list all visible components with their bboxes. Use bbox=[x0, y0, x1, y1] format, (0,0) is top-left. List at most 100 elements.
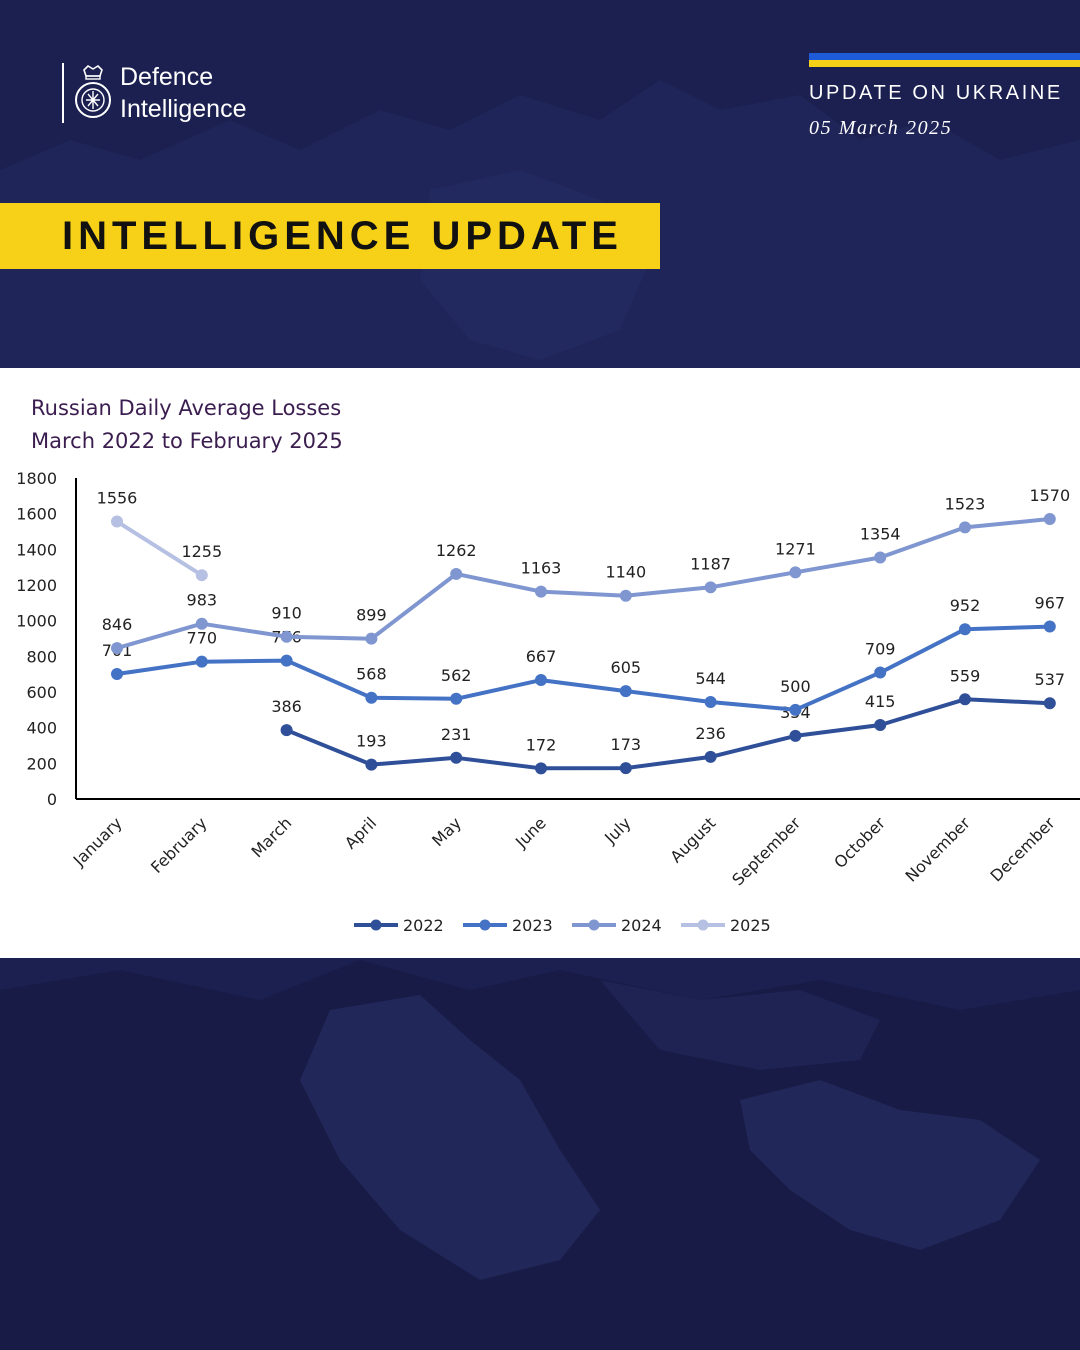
legend-label-2023: 2023 bbox=[512, 916, 553, 935]
data-label-2023: 544 bbox=[695, 669, 726, 688]
x-tick-label: April bbox=[341, 813, 380, 852]
data-point-2023 bbox=[789, 703, 802, 716]
data-label-2024: 1354 bbox=[860, 525, 901, 544]
chart-panel: Russian Daily Average Losses March 2022 … bbox=[0, 368, 1080, 958]
y-tick-label: 1800 bbox=[16, 469, 57, 488]
update-title: UPDATE ON UKRAINE bbox=[809, 82, 1063, 104]
data-label-2022: 559 bbox=[950, 666, 981, 685]
x-tick-label: May bbox=[428, 813, 465, 850]
data-point-2024 bbox=[280, 630, 293, 643]
x-tick-label: August bbox=[666, 813, 719, 866]
x-tick-label: July bbox=[600, 813, 634, 847]
y-tick-label: 1200 bbox=[16, 576, 57, 595]
brand-line-2: Intelligence bbox=[120, 95, 247, 123]
series-line-2023 bbox=[116, 624, 1050, 712]
intelligence-update-banner: INTELLIGENCE UPDATE bbox=[0, 203, 660, 269]
data-point-2024 bbox=[704, 581, 717, 594]
x-tick-label: October bbox=[830, 813, 889, 872]
data-label-2022: 537 bbox=[1035, 670, 1066, 689]
brand-wordmark: Defence Intelligence bbox=[120, 61, 246, 125]
x-tick-label: February bbox=[147, 813, 211, 877]
data-point-2022 bbox=[874, 718, 887, 731]
data-label-2024: 846 bbox=[102, 615, 133, 634]
data-point-2024 bbox=[450, 567, 463, 580]
y-tick-label: 1000 bbox=[16, 612, 57, 631]
data-label-2025: 1255 bbox=[181, 542, 222, 561]
data-label-2024: 1262 bbox=[436, 541, 477, 560]
data-point-2023 bbox=[535, 674, 547, 687]
logo-divider bbox=[62, 63, 64, 123]
data-point-2024 bbox=[959, 521, 971, 534]
data-label-2023: 568 bbox=[356, 665, 387, 684]
data-point-2024 bbox=[1043, 513, 1056, 526]
data-point-2024 bbox=[619, 589, 632, 602]
x-tick-label: June bbox=[511, 813, 550, 852]
data-point-2022 bbox=[365, 758, 378, 771]
banner-label: INTELLIGENCE UPDATE bbox=[62, 213, 623, 258]
legend-marker-2022 bbox=[370, 919, 382, 931]
y-tick-label: 1400 bbox=[16, 540, 57, 559]
data-label-2025: 1556 bbox=[97, 489, 138, 508]
x-tick-label: January bbox=[69, 813, 126, 870]
data-label-2024: 1271 bbox=[775, 539, 816, 558]
data-point-2024 bbox=[365, 632, 378, 645]
data-point-2024 bbox=[195, 617, 208, 630]
data-label-2024: 983 bbox=[187, 591, 218, 610]
data-label-2024: 899 bbox=[356, 606, 387, 625]
data-label-2023: 770 bbox=[187, 629, 218, 648]
data-point-2024 bbox=[789, 566, 802, 579]
data-point-2025 bbox=[111, 515, 123, 528]
data-label-2024: 1187 bbox=[690, 554, 731, 573]
y-tick-label: 1600 bbox=[16, 505, 57, 524]
brand-line-1: Defence bbox=[120, 63, 214, 91]
data-point-2022 bbox=[619, 762, 632, 775]
data-point-2023 bbox=[111, 667, 123, 680]
data-point-2023 bbox=[619, 685, 632, 698]
data-point-2022 bbox=[1043, 697, 1056, 710]
y-tick-label: 800 bbox=[26, 647, 57, 666]
data-label-2023: 605 bbox=[611, 658, 642, 677]
losses-line-chart: 0 200 400 600 800 1000 1200 1400 1600 1800 January… bbox=[16, 469, 1080, 935]
flag-yellow-stripe bbox=[809, 60, 1080, 67]
x-tick-label: November bbox=[902, 813, 975, 886]
y-tick-label: 400 bbox=[26, 719, 57, 738]
update-date: 05 March 2025 bbox=[809, 117, 953, 139]
data-label-2024: 1570 bbox=[1029, 486, 1070, 505]
legend-label-2024: 2024 bbox=[621, 916, 662, 935]
data-point-2022 bbox=[789, 729, 802, 742]
data-point-2023 bbox=[1043, 620, 1056, 633]
x-tick-label: March bbox=[247, 813, 295, 861]
data-label-2023: 667 bbox=[526, 647, 557, 666]
legend-marker-2024 bbox=[588, 919, 600, 931]
legend-marker-2023 bbox=[479, 919, 491, 931]
data-point-2024 bbox=[874, 551, 887, 564]
data-label-2022: 415 bbox=[865, 692, 896, 711]
legend-label-2022: 2022 bbox=[403, 916, 444, 935]
series-line-2024 bbox=[116, 517, 1050, 651]
x-tick-label: September bbox=[728, 813, 804, 889]
flag-blue-stripe bbox=[809, 53, 1080, 60]
defence-intelligence-logo: Defence Intelligence bbox=[62, 62, 246, 124]
data-point-2023 bbox=[874, 666, 887, 679]
data-label-2023: 500 bbox=[780, 677, 811, 696]
data-point-2023 bbox=[195, 655, 208, 668]
data-point-2022 bbox=[450, 751, 463, 764]
data-point-2023 bbox=[365, 691, 378, 704]
data-label-2024: 910 bbox=[271, 604, 302, 623]
data-point-2022 bbox=[535, 762, 547, 775]
legend-marker-2025 bbox=[697, 919, 709, 931]
data-label-2023: 967 bbox=[1035, 594, 1066, 613]
data-point-2024 bbox=[111, 642, 123, 655]
y-tick-label: 600 bbox=[26, 683, 57, 702]
data-label-2023: 562 bbox=[441, 666, 472, 685]
y-tick-label: 0 bbox=[47, 790, 57, 809]
data-point-2023 bbox=[704, 695, 717, 708]
data-point-2025 bbox=[195, 569, 208, 582]
data-label-2023: 709 bbox=[865, 640, 896, 659]
data-label-2024: 1140 bbox=[605, 563, 646, 582]
data-label-2022: 231 bbox=[441, 725, 472, 744]
data-label-2022: 386 bbox=[271, 697, 302, 716]
series-line-2022 bbox=[285, 697, 1050, 771]
data-point-2022 bbox=[280, 724, 293, 737]
